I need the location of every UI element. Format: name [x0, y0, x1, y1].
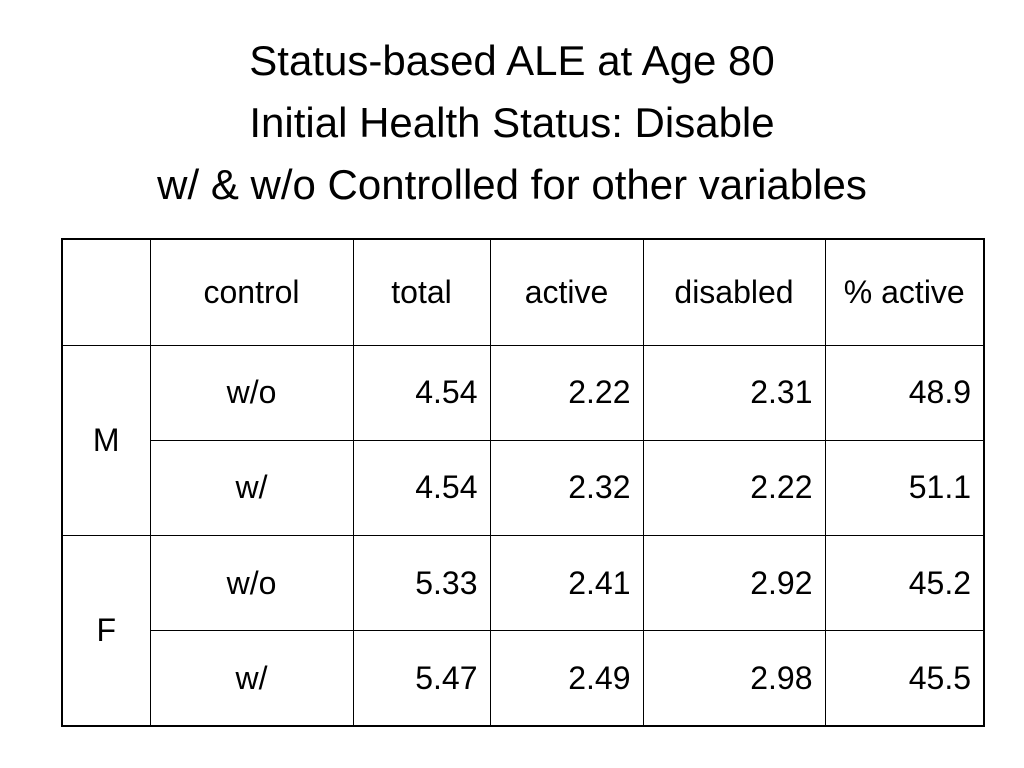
header-cell-empty [61, 238, 151, 346]
cell-pct-active: 45.2 [824, 535, 985, 632]
cell-control: w/o [149, 535, 354, 632]
cell-disabled: 2.98 [642, 630, 826, 727]
title-line-1: Status-based ALE at Age 80 [249, 37, 775, 84]
cell-active: 2.41 [489, 535, 644, 632]
header-cell-active: active [489, 238, 644, 346]
cell-total: 5.33 [352, 535, 491, 632]
cell-disabled: 2.31 [642, 344, 826, 441]
cell-active: 2.32 [489, 439, 644, 537]
table-row: F w/o 5.33 2.41 2.92 45.2 [61, 535, 985, 727]
slide-title: Status-based ALE at Age 80 Initial Healt… [0, 30, 1024, 216]
cell-disabled: 2.92 [642, 535, 826, 632]
table-row: w/ 5.47 2.49 2.98 45.5 [62, 630, 985, 727]
cell-control: w/ [149, 439, 354, 537]
title-line-3: w/ & w/o Controlled for other variables [157, 161, 867, 208]
cell-total: 4.54 [352, 439, 491, 537]
table-header-row: control total active disabled % active [61, 238, 985, 346]
cell-control: w/ [149, 630, 354, 727]
table-row: M w/o 4.54 2.22 2.31 48.9 [61, 344, 985, 537]
table-row: w/ 4.54 2.32 2.22 51.1 [62, 439, 985, 537]
group-label-m: M [61, 344, 151, 537]
cell-pct-active: 45.5 [824, 630, 985, 727]
cell-total: 5.47 [352, 630, 491, 727]
ale-table: control total active disabled % active M… [61, 238, 985, 727]
cell-active: 2.22 [489, 344, 644, 441]
cell-disabled: 2.22 [642, 439, 826, 537]
header-cell-pct-active: % active [824, 238, 985, 346]
header-cell-total: total [352, 238, 491, 346]
header-cell-disabled: disabled [642, 238, 826, 346]
group-label-f: F [61, 535, 151, 727]
cell-pct-active: 48.9 [824, 344, 985, 441]
title-line-2: Initial Health Status: Disable [249, 99, 775, 146]
cell-control: w/o [149, 344, 354, 441]
cell-pct-active: 51.1 [824, 439, 985, 537]
cell-total: 4.54 [352, 344, 491, 441]
header-cell-control: control [149, 238, 354, 346]
cell-active: 2.49 [489, 630, 644, 727]
